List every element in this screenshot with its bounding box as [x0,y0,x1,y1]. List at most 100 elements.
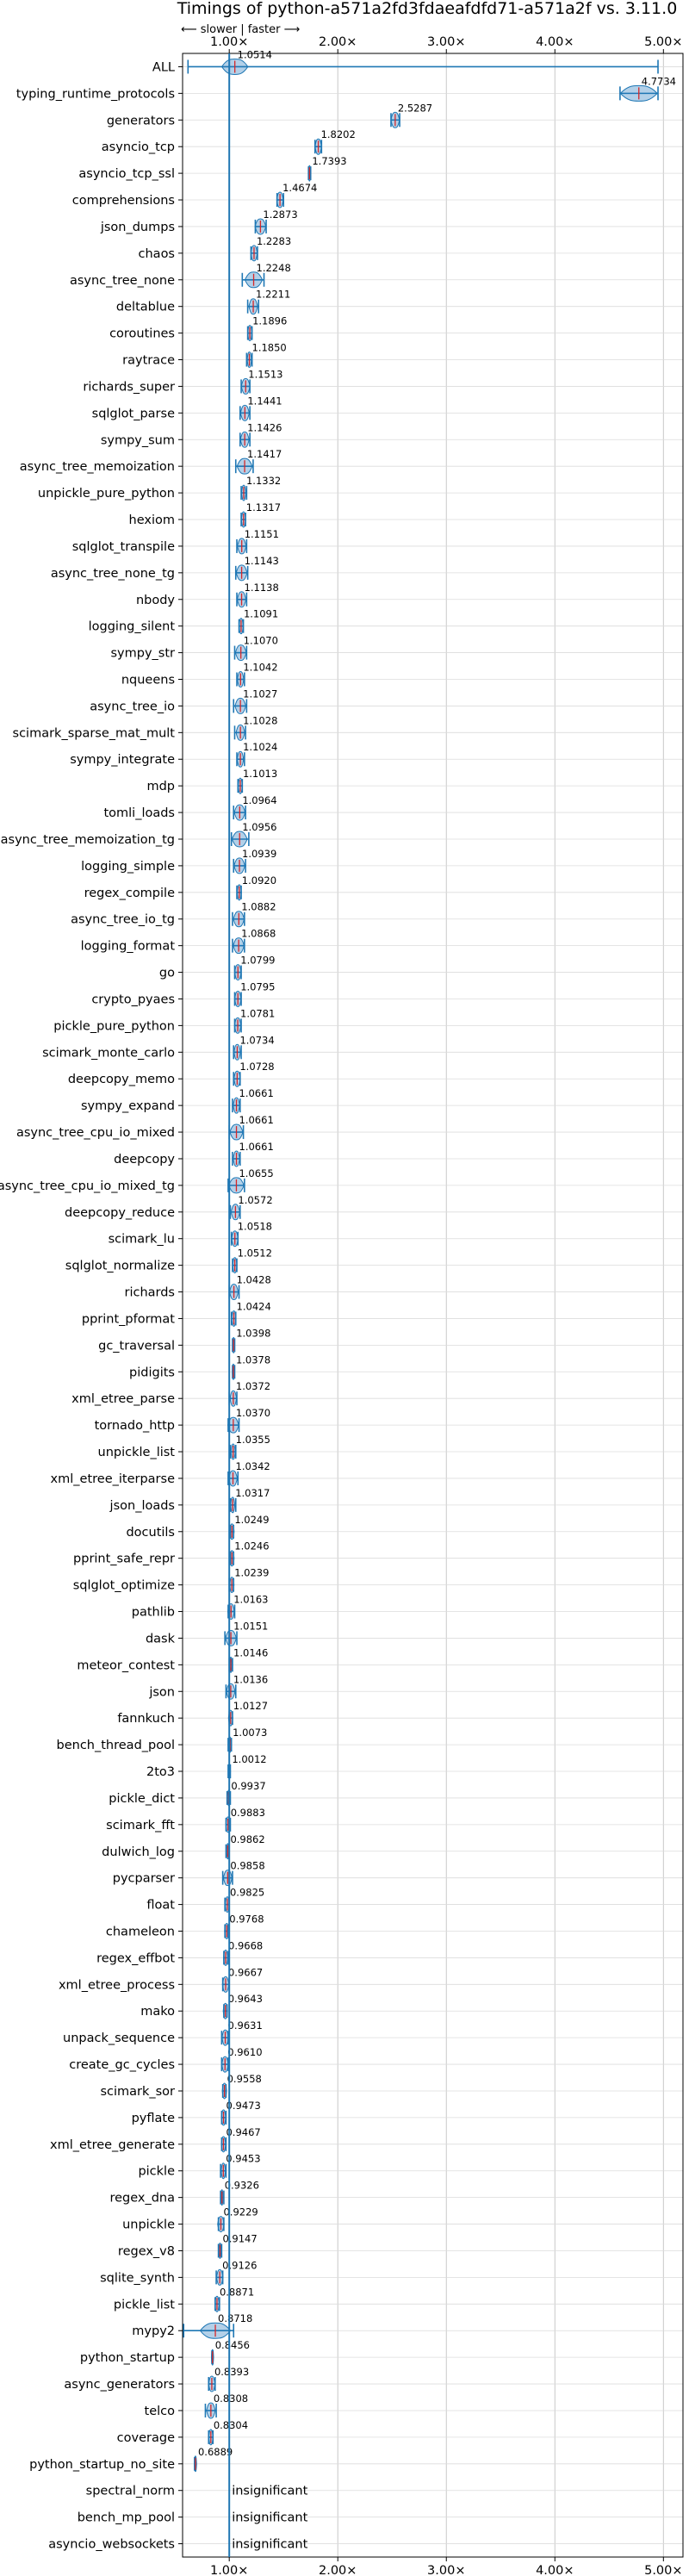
benchmark-label: sqlite_synth [100,2271,175,2285]
chart-subtitle: ⟵ slower | faster ⟶ [181,23,300,36]
benchmark-label: sympy_integrate [70,753,175,767]
benchmark-label: async_tree_none [70,274,175,288]
benchmark-label: python_startup_no_site [29,2458,175,2472]
value-label: 1.0734 [239,1034,274,1046]
benchmark-label: nbody [136,594,175,607]
value-label: 1.0661 [239,1087,274,1099]
benchmark-label: scimark_fft [106,1819,175,1832]
value-label: 0.9473 [227,2100,261,2112]
value-label: 0.9126 [222,2259,257,2271]
insignificant-label: insignificant [232,2485,307,2498]
value-label: 1.1091 [244,608,278,620]
value-label: 1.0799 [240,955,275,967]
benchmark-label: chameleon [106,1926,175,1939]
x-tick-label-top: 4.00× [536,35,574,49]
value-label: 1.2283 [257,235,291,247]
benchmark-label: deepcopy [114,1153,175,1167]
benchmark-label: asyncio_tcp [102,140,175,154]
value-label: 0.9883 [231,1807,265,1819]
value-label: 1.0964 [242,794,276,806]
benchmark-label: pycparser [113,1872,175,1886]
benchmark-label: json_loads [109,1499,175,1513]
value-label: 0.6889 [198,2446,233,2458]
value-label: 1.0246 [234,1540,269,1552]
benchmark-label: sqlglot_normalize [65,1260,175,1273]
benchmark-label: raytrace [122,354,175,368]
value-label: 1.1138 [245,582,279,594]
benchmark-label: async_tree_none_tg [51,567,175,581]
value-label: 0.9643 [228,1993,263,2005]
benchmark-label: sympy_expand [81,1099,175,1113]
value-label: 1.0661 [239,1141,274,1153]
value-label: 1.0127 [233,1700,268,1712]
value-label: 0.9467 [226,2126,260,2138]
value-label: 1.1151 [245,528,279,540]
benchmark-label: pathlib [132,1606,175,1620]
benchmark-label: sqlglot_parse [92,407,175,420]
benchmark-label: regex_dna [109,2192,175,2206]
value-label: 1.0249 [234,1514,269,1526]
value-label: 1.0317 [235,1487,270,1499]
value-label: 1.1013 [243,768,277,780]
value-label: 1.1441 [247,395,282,407]
benchmark-label: coroutines [109,327,175,341]
value-label: 0.9825 [230,1887,264,1899]
value-label: 0.9326 [225,2180,259,2192]
benchmark-label: pyflate [132,2112,175,2125]
benchmark-label: unpickle_list [98,1446,176,1459]
benchmark-label: asyncio_websockets [48,2538,175,2552]
value-label: 1.0939 [242,848,276,860]
benchmark-label: unpickle [122,2218,175,2232]
value-label: 0.8304 [214,2419,248,2431]
benchmark-label: xml_etree_generate [50,2138,175,2152]
value-label: 1.0728 [239,1061,274,1073]
x-tick-label-bottom: 3.00× [427,2564,465,2576]
benchmark-label: scimark_sparse_mat_mult [13,726,176,740]
benchmark-label: xml_etree_process [59,1978,175,1992]
value-label: 1.0136 [233,1673,268,1685]
value-label: 1.2873 [263,208,297,221]
value-label: 1.0518 [238,1221,272,1233]
value-label: 1.1332 [246,475,281,487]
benchmark-label: regex_v8 [118,2244,175,2258]
benchmark-label: unpack_sequence [63,2032,175,2045]
benchmark-label: coverage [117,2431,175,2445]
benchmark-label: typing_runtime_protocols [16,87,175,101]
benchmark-label: richards [124,1286,175,1300]
benchmark-label: scimark_sor [100,2085,175,2099]
value-label: 1.1070 [244,635,278,647]
value-label: 1.0956 [242,821,276,833]
benchmark-label: mdp [146,780,175,793]
value-label: 1.0146 [233,1646,268,1658]
value-label: 1.0661 [239,1114,274,1126]
benchmark-label: mypy2 [132,2324,175,2338]
value-label: 0.8871 [220,2286,254,2298]
benchmark-label: async_tree_cpu_io_mixed [16,1126,175,1140]
benchmark-label: async_tree_memoization_tg [1,833,175,847]
value-label: 1.0239 [234,1567,269,1579]
benchmark-label: telco [145,2405,176,2418]
value-label: 1.0378 [236,1353,270,1366]
value-label: 1.0355 [236,1434,270,1446]
benchmark-label: dulwich_log [102,1845,175,1859]
value-label: 1.7393 [312,155,346,167]
value-label: 1.1028 [243,714,277,726]
value-label: 1.1042 [243,662,277,674]
value-label: 1.0012 [232,1753,266,1765]
benchmark-label: async_tree_memoization [20,460,175,474]
x-tick-label-bottom: 4.00× [536,2564,574,2576]
benchmark-label: async_tree_io [90,700,175,713]
benchmark-label: docutils [126,1526,175,1540]
x-tick-label-top: 3.00× [427,35,465,49]
value-label: 2.5287 [398,102,432,114]
benchmark-label: tornado_http [95,1419,175,1433]
benchmark-label: json [148,1685,175,1699]
benchmark-label: asyncio_tcp_ssl [78,167,175,181]
value-label: 1.0514 [238,48,272,60]
benchmark-label: comprehensions [72,194,175,208]
value-label: 1.8202 [321,128,356,140]
benchmark-label: create_gc_cycles [69,2058,175,2072]
value-label: 0.9937 [231,1780,265,1792]
value-label: 0.9668 [228,1939,263,1951]
